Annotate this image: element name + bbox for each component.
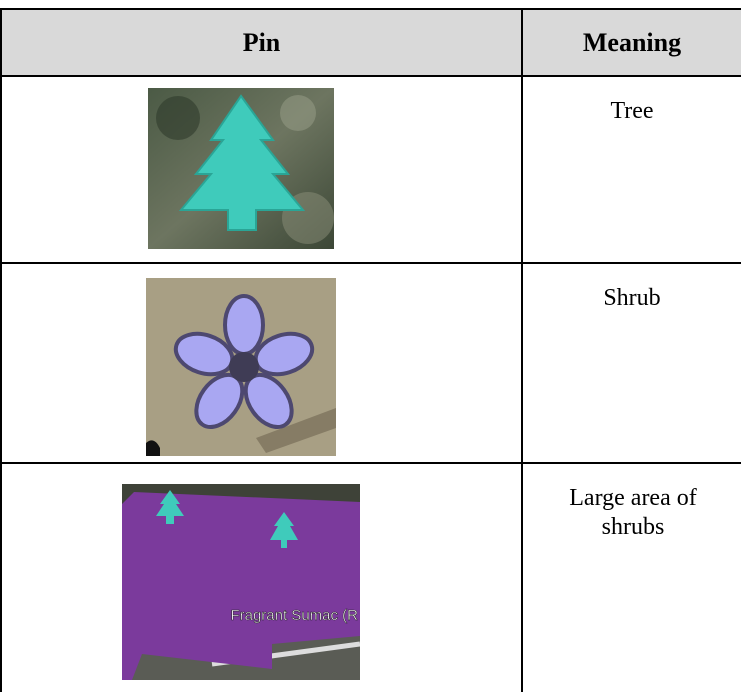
header-cell: Pin	[2, 9, 521, 75]
rule	[0, 75, 741, 77]
rule	[0, 462, 741, 464]
rule	[0, 8, 2, 692]
tree-pin	[148, 88, 334, 249]
meaning: Shrub	[603, 285, 661, 311]
rule	[0, 8, 741, 10]
rule	[0, 262, 741, 264]
pin-label: Fragrant Sumac (R	[230, 607, 358, 624]
shrub-pin	[146, 278, 336, 456]
meaning: Tree	[610, 98, 654, 124]
header-cell: Meaning	[523, 9, 741, 75]
meaning: Large area of shrubs	[569, 485, 697, 540]
shrub-area-pin: Fragrant Sumac (R	[122, 484, 360, 680]
rule	[521, 8, 523, 692]
